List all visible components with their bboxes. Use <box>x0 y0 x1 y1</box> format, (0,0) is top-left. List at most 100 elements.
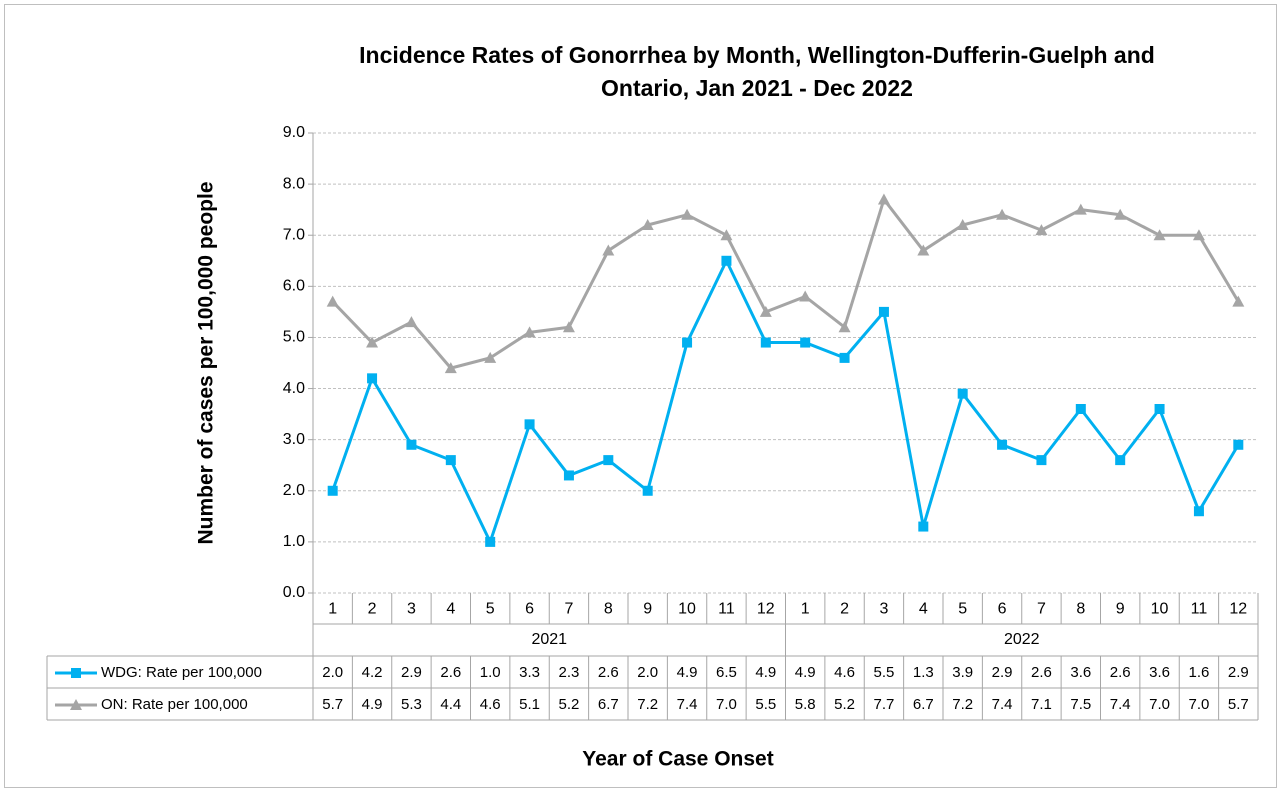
table-value: 2.0 <box>637 664 658 681</box>
table-value: 2.6 <box>440 664 461 681</box>
table-value: 4.4 <box>440 696 461 713</box>
marker <box>839 352 850 363</box>
marker <box>681 208 694 220</box>
marker <box>1153 229 1166 241</box>
y-tick-label: 3.0 <box>283 431 305 448</box>
table-value: 5.2 <box>834 696 855 713</box>
y-tick-label: 5.0 <box>283 329 305 346</box>
marker <box>838 321 851 333</box>
marker <box>957 388 968 399</box>
marker <box>1193 506 1204 517</box>
x-tick-label: 1 <box>328 601 337 618</box>
x-tick-label: 11 <box>1191 601 1208 618</box>
x-tick-label: 8 <box>604 601 613 618</box>
chart-border <box>4 4 1277 788</box>
marker <box>366 336 379 348</box>
y-tick-label: 0.0 <box>283 584 305 601</box>
marker <box>602 244 615 256</box>
marker <box>1115 455 1126 466</box>
x-tick-label: 6 <box>998 601 1007 618</box>
table-value: 2.6 <box>1031 664 1052 681</box>
table-value: 7.2 <box>637 696 658 713</box>
y-tick-label: 2.0 <box>283 482 305 499</box>
table-value: 2.9 <box>1228 664 1249 681</box>
table-value: 7.2 <box>952 696 973 713</box>
marker <box>405 316 418 328</box>
table-value: 3.9 <box>952 664 973 681</box>
marker <box>484 351 497 363</box>
x-tick-label: 11 <box>718 601 735 618</box>
series-line <box>331 259 1240 544</box>
table-value: 5.7 <box>1228 696 1249 713</box>
table-value: 4.2 <box>362 664 383 681</box>
table-value: 7.0 <box>1149 696 1170 713</box>
x-tick-label: 5 <box>486 601 495 618</box>
series-line <box>331 197 1240 370</box>
table-value: 4.9 <box>677 664 698 681</box>
table-value: 7.4 <box>992 696 1013 713</box>
table-value: 5.5 <box>755 696 776 713</box>
marker <box>444 362 457 374</box>
marker <box>760 337 771 348</box>
x-tick-label: 2 <box>368 601 377 618</box>
x-group-label: 2022 <box>1004 631 1040 648</box>
marker <box>1154 404 1165 414</box>
marker <box>70 699 82 710</box>
x-tick-label: 1 <box>801 601 810 618</box>
marker <box>642 485 653 496</box>
table-value: 5.1 <box>519 696 540 713</box>
x-tick-label: 4 <box>919 601 928 618</box>
table-value: 1.6 <box>1189 664 1210 681</box>
marker <box>641 219 654 230</box>
marker <box>720 229 733 241</box>
table-value: 6.7 <box>598 696 619 713</box>
table-value: 4.9 <box>755 664 776 681</box>
x-tick-label: 12 <box>1229 601 1247 618</box>
table-value: 3.3 <box>519 664 540 681</box>
marker <box>1114 208 1127 220</box>
table-value: 6.5 <box>716 664 737 681</box>
table-value: 7.4 <box>1110 696 1131 713</box>
marker <box>1233 439 1244 450</box>
x-tick-label: 4 <box>446 601 455 618</box>
legend-label: WDG: Rate per 100,000 <box>101 664 262 681</box>
marker <box>485 536 496 547</box>
table-value: 2.6 <box>1110 664 1131 681</box>
y-tick-label: 1.0 <box>283 533 305 550</box>
table-value: 7.7 <box>874 696 895 713</box>
chart-title: Ontario, Jan 2021 - Dec 2022 <box>601 75 913 101</box>
marker <box>326 295 339 307</box>
table-value: 2.3 <box>559 664 580 681</box>
table-value: 7.5 <box>1070 696 1091 713</box>
marker <box>603 455 614 466</box>
marker <box>799 290 812 302</box>
x-tick-label: 7 <box>1037 601 1046 618</box>
table-value: 7.0 <box>1189 696 1210 713</box>
x-axis-label: Year of Case Onset <box>582 748 773 771</box>
y-tick-label: 6.0 <box>283 278 305 295</box>
marker <box>1035 224 1048 236</box>
marker <box>563 470 574 481</box>
table-value: 3.6 <box>1149 664 1170 681</box>
marker <box>1036 455 1047 466</box>
marker <box>445 455 456 466</box>
marker <box>406 439 417 450</box>
table-value: 7.1 <box>1031 696 1052 713</box>
marker <box>367 373 378 384</box>
marker <box>917 244 930 256</box>
marker <box>682 337 693 348</box>
marker <box>524 419 535 430</box>
x-tick-label: 3 <box>407 601 416 618</box>
table-value: 2.9 <box>992 664 1013 681</box>
marker <box>1074 203 1087 215</box>
y-axis-label: Number of cases per 100,000 people <box>195 182 218 545</box>
table-value: 1.3 <box>913 664 934 681</box>
marker <box>71 668 81 678</box>
table-value: 4.9 <box>362 696 383 713</box>
marker <box>721 255 732 266</box>
table-value: 7.0 <box>716 696 737 713</box>
marker <box>562 321 575 333</box>
x-tick-label: 12 <box>757 601 775 618</box>
marker <box>997 439 1008 450</box>
y-tick-label: 8.0 <box>283 175 305 192</box>
